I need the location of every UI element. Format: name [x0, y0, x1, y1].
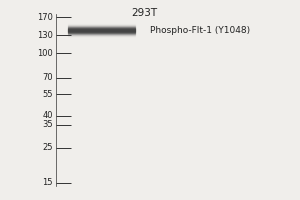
Text: Phospho-Flt-1 (Y1048): Phospho-Flt-1 (Y1048) — [150, 26, 250, 35]
Text: 293T: 293T — [131, 8, 157, 18]
Text: 130: 130 — [37, 31, 53, 40]
Text: 55: 55 — [43, 90, 53, 99]
Text: 25: 25 — [43, 143, 53, 152]
Text: 100: 100 — [37, 49, 53, 58]
Text: 35: 35 — [42, 120, 53, 129]
Text: 70: 70 — [42, 73, 53, 82]
Text: 170: 170 — [37, 13, 53, 22]
Text: 15: 15 — [43, 178, 53, 187]
Text: 40: 40 — [43, 111, 53, 120]
